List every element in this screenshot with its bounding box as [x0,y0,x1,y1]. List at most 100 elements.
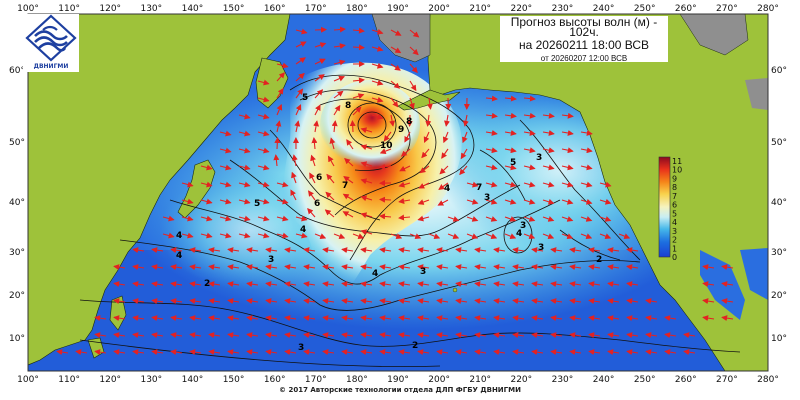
wave-direction-arrow [322,315,335,322]
wave-direction-arrow [352,106,362,116]
wave-direction-arrow [607,332,620,339]
wave-direction-arrow [645,349,658,356]
wave-direction-arrow [309,172,316,184]
wave-direction-arrow [219,232,232,239]
wave-direction-arrow [390,63,401,71]
longitude-label: 170° [305,4,327,14]
wave-direction-arrow [113,349,126,356]
wave-direction-arrow [341,332,354,339]
wave-direction-arrow [398,264,411,271]
wave-direction-arrow [342,211,354,218]
wave-direction-arrow [442,131,449,144]
wave-direction-arrow [162,215,175,222]
wave-direction-arrow [295,57,306,65]
wave-direction-arrow [219,164,232,171]
wave-direction-arrow [219,130,232,137]
wave-direction-arrow [208,298,221,305]
wave-direction-arrow [417,281,430,288]
wave-direction-arrow [493,332,506,339]
wave-direction-arrow [444,114,450,127]
wave-direction-arrow [439,165,449,175]
wave-direction-arrow [360,298,373,305]
wave-direction-arrow [569,332,582,339]
wave-direction-arrow [379,349,392,356]
wave-direction-arrow [189,264,202,271]
waves-emblem-icon [25,14,77,62]
wave-direction-arrow [181,181,194,188]
wave-direction-arrow [265,281,278,288]
wave-direction-arrow [276,232,289,239]
no-data-region-arctic [679,14,749,56]
wave-direction-arrow [531,247,544,254]
wave-direction-arrow [390,233,403,239]
wave-direction-arrow [313,120,320,133]
wave-direction-arrow [343,176,354,184]
wave-direction-arrow [265,247,278,254]
wave-direction-arrow [455,332,468,339]
wave-direction-arrow [542,233,555,239]
map-area [28,14,768,371]
wave-direction-arrow [303,298,316,305]
wave-direction-arrow [455,315,468,322]
wave-direction-arrow [276,198,289,205]
wave-direction-arrow [580,181,593,188]
wave-direction-arrow [200,232,213,239]
wave-direction-arrow [398,332,411,339]
wave-direction-arrow [504,198,517,205]
wave-direction-arrow [284,349,297,356]
wave-direction-arrow [322,281,335,288]
latitude-label: 30° [771,248,787,258]
wave-direction-arrow [523,112,536,119]
wave-direction-arrow [227,332,240,339]
wave-direction-arrow [189,315,202,322]
gulf-of-mexico-water [740,248,768,300]
latitude-labels-right: 60° 50° 40° 30° 20° 10° [771,66,787,344]
wave-direction-arrow [607,247,620,254]
wave-direction-arrow [276,181,289,188]
wave-direction-arrow [474,264,487,271]
wave-direction-arrow [275,120,282,133]
wave-direction-arrow [504,164,517,171]
wave-direction-arrow [474,349,487,356]
wave-direction-arrow [170,281,183,288]
longitude-label: 230° [552,4,574,14]
wave-direction-arrow [607,315,620,322]
wave-direction-arrow [294,120,301,133]
wave-direction-arrow [257,164,270,171]
wave-direction-arrow [423,131,430,143]
wave-direction-arrow [417,264,430,271]
wave-direction-arrow [181,215,194,222]
longitude-labels-top: 100° 110° 120° 130° 140° 150° 160° 170° 180° 190°… [17,4,779,14]
wave-direction-arrow [295,215,308,222]
latitude-label: 40° [9,198,25,208]
wave-direction-arrow [170,298,183,305]
wave-direction-arrow [379,315,392,322]
wave-direction-arrow [219,198,232,205]
wave-direction-arrow [227,264,240,271]
wave-direction-arrow [151,349,164,356]
wave-direction-arrow [341,247,354,254]
wave-direction-arrow [246,349,259,356]
wave-direction-arrow [341,349,354,356]
wave-direction-arrow [542,198,555,205]
wave-direction-arrow [474,298,487,305]
wave-direction-arrow [379,264,392,271]
contour-label: 7 [342,181,348,191]
contour-label: 8 [345,101,351,111]
wave-direction-arrow [455,281,468,288]
wave-direction-arrow [284,315,297,322]
wave-direction-arrow [295,72,305,82]
wave-direction-arrow [303,264,316,271]
wave-direction-arrow [426,97,433,110]
contour-label: 4 [444,184,450,194]
wave-direction-arrow [531,332,544,339]
contour-label: 4 [372,269,378,279]
wave-direction-arrow [512,298,525,305]
wave-direction-arrow [721,281,734,288]
wave-direction-arrow [512,332,525,339]
wave-direction-arrow [441,148,449,159]
colorbar-label: 11 [672,157,682,166]
longitude-label: 170° [305,375,327,385]
wave-direction-arrow [588,298,601,305]
wave-direction-arrow [360,178,373,185]
